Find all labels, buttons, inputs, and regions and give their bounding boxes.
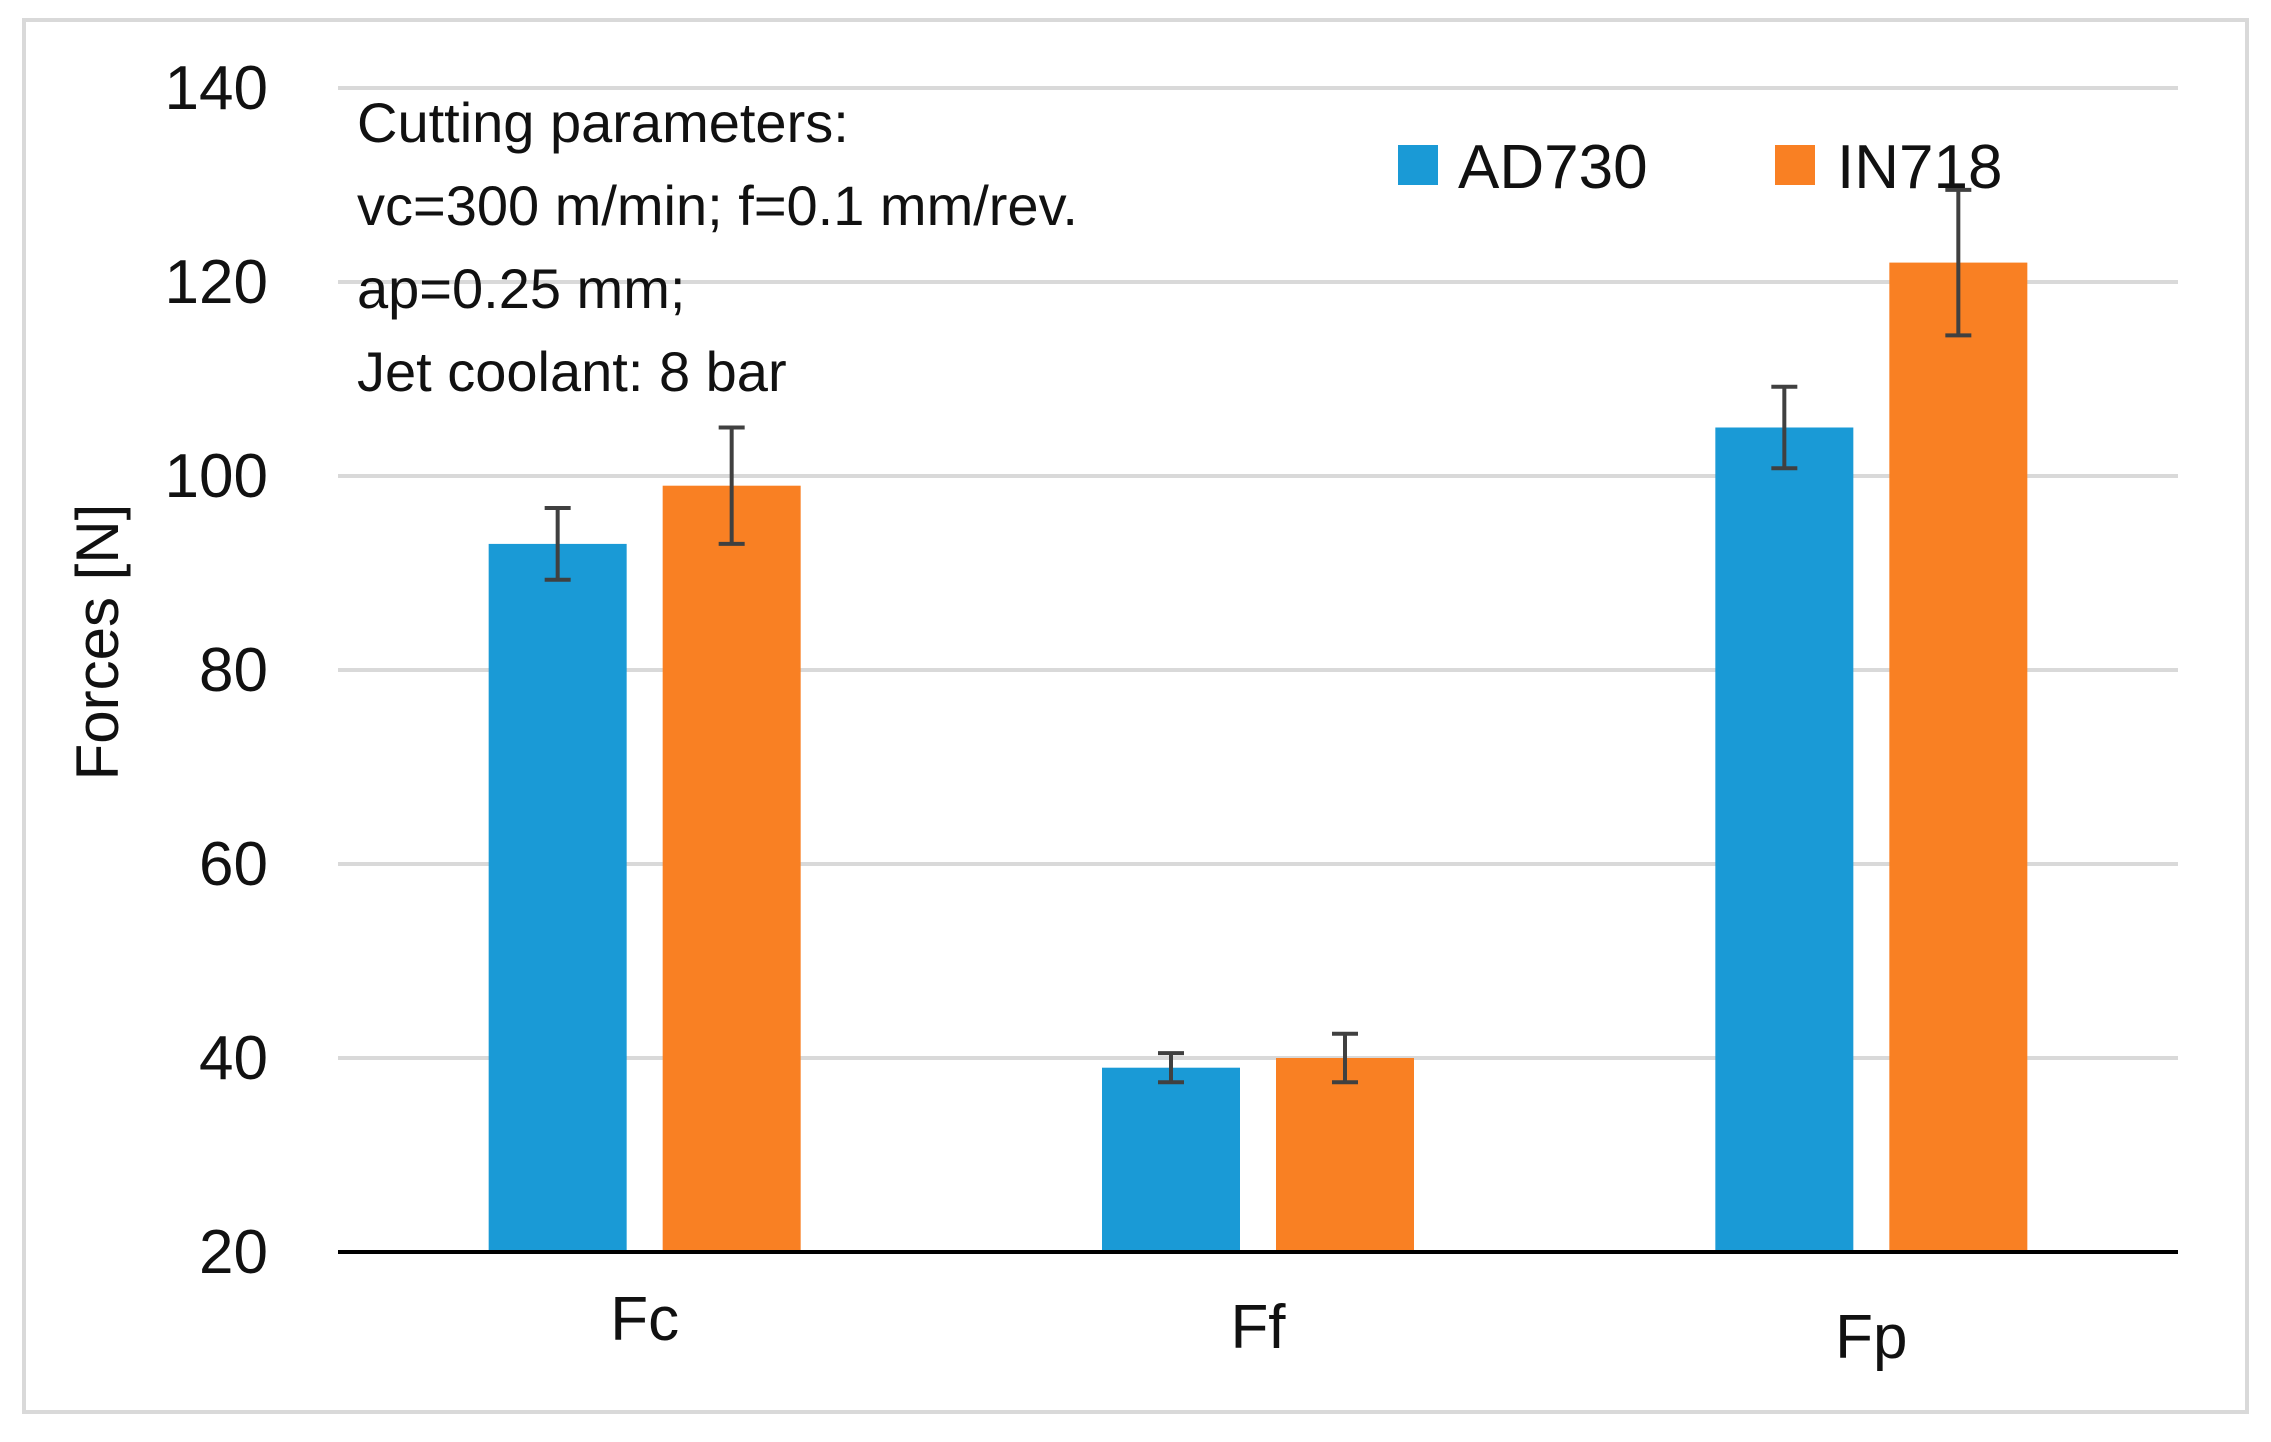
x-category-label: Ff — [1230, 1293, 1286, 1362]
legend-swatch-in718 — [1775, 145, 1815, 185]
y-axis-title: Forces [N] — [64, 504, 131, 781]
x-category-label: Fp — [1835, 1303, 1907, 1372]
y-tick-label: 40 — [199, 1024, 268, 1093]
legend-label-in718: IN718 — [1837, 133, 2002, 202]
annotation-line: vc=300 m/min; f=0.1 mm/rev. — [357, 174, 1078, 237]
bar-ad730-ff — [1102, 1067, 1240, 1252]
bar-in718-fp — [1889, 262, 2028, 1253]
bar-ad730-fc — [488, 543, 627, 1252]
cutting-parameters-note: Cutting parameters: vc=300 m/min; f=0.1 m… — [357, 91, 1078, 403]
y-tick-label: 20 — [199, 1218, 268, 1287]
legend-label-ad730: AD730 — [1458, 133, 1648, 202]
annotation-line: Jet coolant: 8 bar — [357, 340, 787, 403]
y-tick-label: 60 — [199, 830, 268, 899]
y-tick-label: 140 — [165, 54, 268, 123]
y-tick-label: 80 — [199, 636, 268, 705]
axis-labels: 20 40 60 80 100 120 140 Fc Ff Fp — [165, 54, 1908, 1372]
y-tick-label: 100 — [165, 442, 268, 511]
bar-ad730-fp — [1715, 427, 1854, 1252]
x-category-label: Fc — [610, 1285, 679, 1354]
y-tick-label: 120 — [165, 248, 268, 317]
annotation-line: Cutting parameters: — [357, 91, 849, 154]
legend-swatch-ad730 — [1398, 145, 1438, 185]
annotation-line: ap=0.25 mm; — [357, 257, 685, 320]
bar-in718-ff — [1276, 1058, 1414, 1252]
bar-in718-fc — [662, 485, 801, 1252]
bars — [488, 262, 2028, 1253]
error-bars — [544, 187, 1972, 1085]
gridlines — [338, 86, 2178, 1060]
legend: AD730 IN718 — [1398, 133, 2002, 202]
